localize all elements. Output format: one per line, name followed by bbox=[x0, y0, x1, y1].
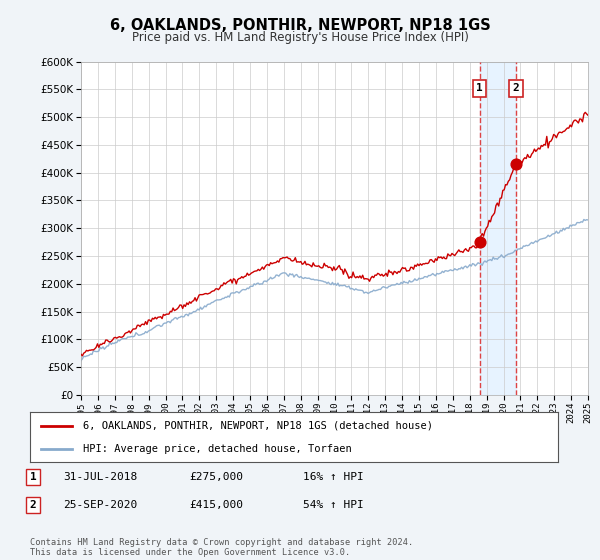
Text: Price paid vs. HM Land Registry's House Price Index (HPI): Price paid vs. HM Land Registry's House … bbox=[131, 31, 469, 44]
Text: 6, OAKLANDS, PONTHIR, NEWPORT, NP18 1GS: 6, OAKLANDS, PONTHIR, NEWPORT, NP18 1GS bbox=[110, 18, 490, 33]
Text: 2: 2 bbox=[512, 83, 520, 94]
Text: £415,000: £415,000 bbox=[189, 500, 243, 510]
Text: 31-JUL-2018: 31-JUL-2018 bbox=[63, 472, 137, 482]
Text: 16% ↑ HPI: 16% ↑ HPI bbox=[303, 472, 364, 482]
Text: 1: 1 bbox=[476, 83, 483, 94]
Text: 6, OAKLANDS, PONTHIR, NEWPORT, NP18 1GS (detached house): 6, OAKLANDS, PONTHIR, NEWPORT, NP18 1GS … bbox=[83, 421, 433, 431]
Point bbox=[475, 237, 484, 246]
Text: 1: 1 bbox=[29, 472, 37, 482]
Bar bbox=[479, 62, 516, 395]
Text: Contains HM Land Registry data © Crown copyright and database right 2024.
This d: Contains HM Land Registry data © Crown c… bbox=[30, 538, 413, 557]
Text: HPI: Average price, detached house, Torfaen: HPI: Average price, detached house, Torf… bbox=[83, 445, 352, 454]
Text: 2: 2 bbox=[29, 500, 37, 510]
Text: 25-SEP-2020: 25-SEP-2020 bbox=[63, 500, 137, 510]
Text: 54% ↑ HPI: 54% ↑ HPI bbox=[303, 500, 364, 510]
Point bbox=[511, 160, 521, 169]
Text: £275,000: £275,000 bbox=[189, 472, 243, 482]
